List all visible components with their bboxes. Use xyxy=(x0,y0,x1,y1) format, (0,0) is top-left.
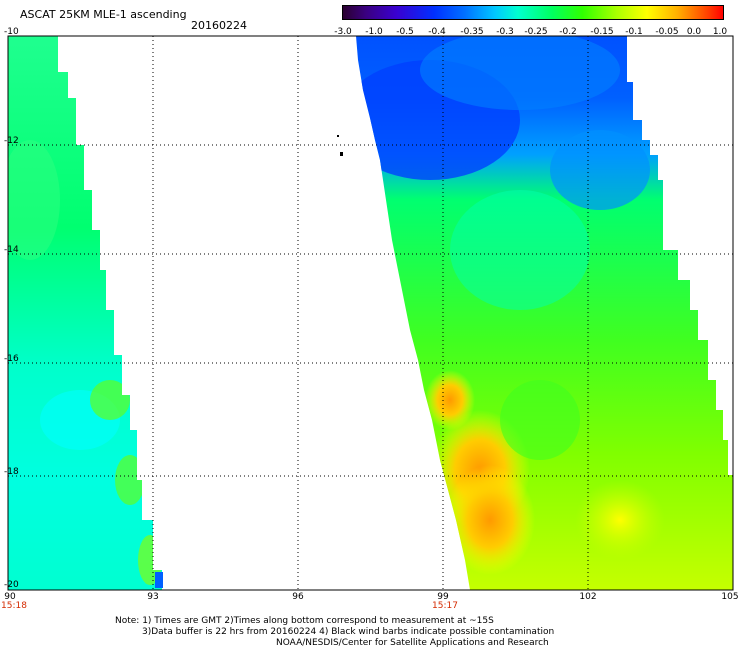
colorbar-label: 1.0 xyxy=(712,27,728,37)
x-tick-label: 99 xyxy=(437,592,449,602)
note-line-1: Note: 1) Times are GMT 2)Times along bot… xyxy=(115,616,494,626)
y-tick-label: -12 xyxy=(4,136,19,146)
time-label: 15:18 xyxy=(1,601,27,611)
colorbar-label: -0.35 xyxy=(460,27,484,37)
wind-barb-mark xyxy=(337,135,339,137)
colorbar-label: -3.0 xyxy=(334,27,352,37)
map-title: ASCAT 25KM MLE-1 ascending xyxy=(20,8,187,21)
wind-barb-mark xyxy=(340,152,343,156)
x-tick-label: 105 xyxy=(721,592,739,602)
y-tick-label: -14 xyxy=(4,245,19,255)
y-tick-label: -16 xyxy=(4,354,19,364)
right-swath xyxy=(356,36,733,590)
x-tick-label: 96 xyxy=(292,592,304,602)
map-frame xyxy=(7,35,734,591)
y-tick-label: -20 xyxy=(4,580,19,590)
y-tick-label: -18 xyxy=(4,467,19,477)
colorbar-label: -0.4 xyxy=(428,27,446,37)
gridlines xyxy=(8,36,733,590)
note-line-3: NOAA/NESDIS/Center for Satellite Applica… xyxy=(276,638,549,648)
left-swath xyxy=(8,36,162,590)
colorbar-label: -0.2 xyxy=(559,27,577,37)
colorbar-label: -0.05 xyxy=(655,27,679,37)
colorbar-label: -0.1 xyxy=(625,27,643,37)
time-label: 15:17 xyxy=(432,601,458,611)
note-line-2: 3)Data buffer is 22 hrs from 20160224 4)… xyxy=(142,627,555,637)
x-tick-label: 93 xyxy=(147,592,159,602)
colorbar-label: -0.15 xyxy=(590,27,614,37)
x-tick-label: 90 xyxy=(4,592,16,602)
x-tick-label: 102 xyxy=(579,592,597,602)
colorbar-label: -1.0 xyxy=(365,27,383,37)
colorbar-label: -0.3 xyxy=(496,27,514,37)
map-date: 20160224 xyxy=(191,19,247,32)
colorbar-label: 0.0 xyxy=(686,27,702,37)
colorbar xyxy=(342,5,724,20)
colorbar-label: -0.5 xyxy=(396,27,414,37)
y-tick-label: -10 xyxy=(4,27,19,37)
colorbar-label: -0.25 xyxy=(524,27,548,37)
left-swath-edge-cell xyxy=(155,572,163,588)
